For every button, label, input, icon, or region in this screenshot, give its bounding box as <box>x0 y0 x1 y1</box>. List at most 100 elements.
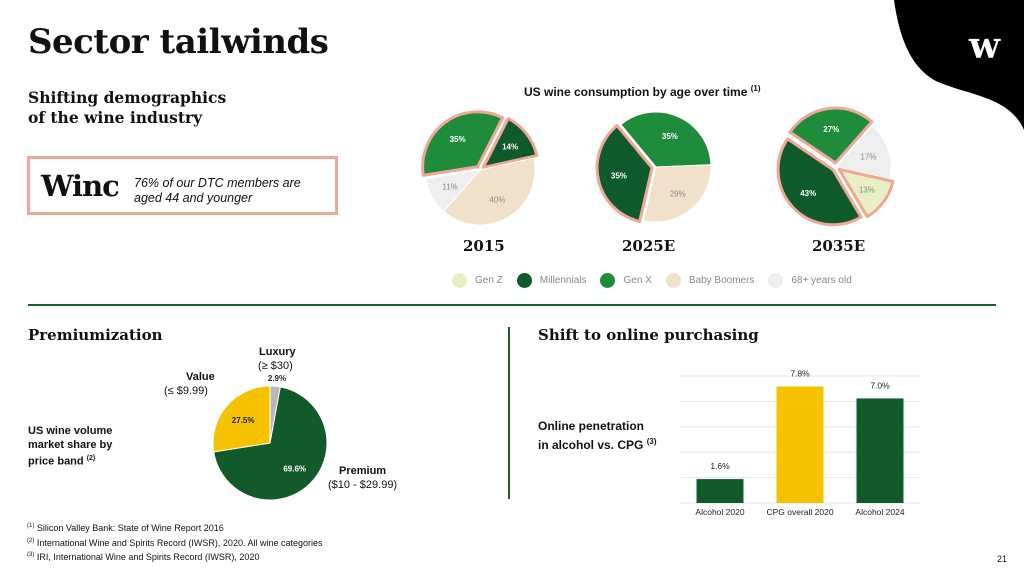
pie-1-slice-millennials <box>595 124 654 223</box>
legend-baby-boomers: Baby Boomers <box>665 273 755 288</box>
legend-dot-baby-boomers <box>665 273 681 288</box>
legend-dot-millennials <box>516 273 532 288</box>
online-desc-line2: in alcohol vs. CPG <box>538 438 644 452</box>
pie-0-slice-68-years-old <box>425 169 482 212</box>
bar-category-cpg-overall-2020: CPG overall 2020 <box>766 507 833 517</box>
premiumization-title: Premiumization <box>28 326 163 344</box>
price-slice-value <box>212 385 271 453</box>
consumption-title-text: US wine consumption by age over time <box>524 85 748 99</box>
bar-cpg-overall-2020 <box>776 386 824 503</box>
premium-label: Premium <box>339 465 387 477</box>
consumption-chart-title: US wine consumption by age over time (1) <box>524 84 761 99</box>
corner-shape <box>894 0 1024 130</box>
pie-2-label-gen-x: 27% <box>823 125 839 134</box>
bar-category-alcohol-2024: Alcohol 2024 <box>855 507 904 517</box>
page-number: 21 <box>996 554 1007 564</box>
price-label-luxury: 2.9% <box>268 374 286 383</box>
price-label-premium: 69.6% <box>283 464 306 473</box>
footnote-1-ref: (1) <box>27 523 35 529</box>
bar-category-alcohol-2020: Alcohol 2020 <box>695 507 744 517</box>
pie-2-label-gen-z: 13% <box>859 185 875 194</box>
brand-w-icon: w <box>968 25 1001 67</box>
pie-2-slice-gen-z <box>837 167 895 219</box>
pie-1-slice-baby-boomers <box>642 164 712 223</box>
bar-alcohol-2024 <box>856 398 904 503</box>
legend-dot-68-plus <box>768 273 784 288</box>
section-divider-horizontal <box>28 304 996 306</box>
online-desc: Online penetration in alcohol vs. CPG (3… <box>538 419 656 453</box>
section-subtitle: Shifting demographics of the wine indust… <box>28 88 226 128</box>
premiumization-desc: US wine volume market share by price ban… <box>28 424 112 469</box>
consumption-title-ref: (1) <box>750 84 761 93</box>
online-desc-ref: (3) <box>646 437 657 446</box>
pie-2-label-68-years-old: 17% <box>860 152 876 161</box>
footnote-1: (1) Silicon Valley Bank: State of Wine R… <box>27 520 323 535</box>
legend-millennials: Millennials <box>516 273 587 288</box>
pie-0-slice-gen-x <box>421 110 505 177</box>
footnote-3: (3) IRI, International Wine and Spirits … <box>27 549 323 564</box>
winc-text-line1: 76% of our DTC members are <box>134 176 301 190</box>
legend-label-baby-boomers: Baby Boomers <box>688 275 755 286</box>
subtitle-line2: of the wine industry <box>28 108 203 127</box>
pie-2-label-millennials: 43% <box>800 189 816 198</box>
age-legend: Gen Z Millennials Gen X Baby Boomers 68+… <box>452 273 866 288</box>
footnote-2-text: International Wine and Spirits Record (I… <box>36 537 323 548</box>
section-divider-vertical <box>508 327 510 499</box>
value-range: (≤ $9.99) <box>164 385 208 397</box>
pie-0-label-68-years-old: 11% <box>442 182 457 191</box>
legend-label-68-plus: 68+ years old <box>791 275 852 286</box>
premiumization-desc-line1: US wine volume <box>28 425 113 437</box>
legend-label-millennials: Millennials <box>539 275 587 286</box>
winc-callout-text: 76% of our DTC members are aged 44 and y… <box>134 176 301 206</box>
pie-0-label-millennials: 14% <box>502 143 518 152</box>
price-label-value: 27.5% <box>232 416 255 425</box>
premiumization-desc-line3-wrap: price band (2) <box>28 452 112 469</box>
footnote-2-ref: (2) <box>27 537 35 544</box>
premiumization-desc-line3: price band <box>28 455 84 468</box>
pie-year-2035: 2035E <box>812 237 866 255</box>
pie-2-slice-millennials <box>776 137 863 227</box>
bar-alcohol-2020 <box>696 479 744 503</box>
pie-1-label-baby-boomers: 29% <box>670 189 686 198</box>
footnote-3-text: IRI, International Wine and Spirits Reco… <box>36 552 260 562</box>
bar-value-alcohol-2020: 1.6% <box>710 461 730 471</box>
online-desc-line1: Online penetration <box>538 419 645 433</box>
legend-label-gen-z: Gen Z <box>475 275 503 286</box>
legend-gen-x: Gen X <box>600 273 652 288</box>
pie-1-label-gen-x: 35% <box>662 132 678 141</box>
pie-1-label-millennials: 35% <box>611 172 627 181</box>
legend-label-gen-x: Gen X <box>623 275 652 286</box>
winc-logo: Winc <box>41 169 120 203</box>
pie-0-label-gen-x: 35% <box>450 135 466 144</box>
legend-gen-z: Gen Z <box>452 273 503 288</box>
subtitle-line1: Shifting demographics <box>28 88 227 107</box>
winc-text-line2: aged 44 and younger <box>134 191 253 205</box>
luxury-label: Luxury <box>259 346 296 358</box>
bar-value-cpg-overall-2020: 7.8% <box>790 368 810 378</box>
pie-year-2025: 2025E <box>622 237 676 255</box>
pie-0-slice-millennials <box>481 117 539 170</box>
legend-dot-gen-x <box>600 273 616 288</box>
brand-corner: w <box>894 0 1024 130</box>
legend-68-plus: 68+ years old <box>768 273 852 288</box>
footnote-3-ref: (3) <box>27 552 35 558</box>
pie-1-slice-gen-x <box>620 111 712 168</box>
premiumization-desc-line2: market share by <box>28 439 113 451</box>
legend-dot-gen-z <box>452 273 467 288</box>
footnote-2: (2) International Wine and Spirits Recor… <box>27 535 323 550</box>
premiumization-desc-ref: (2) <box>86 455 96 462</box>
pie-0-label-baby-boomers: 40% <box>489 195 505 204</box>
page-title: Sector tailwinds <box>28 22 329 62</box>
bar-value-alcohol-2024: 7.0% <box>870 380 890 390</box>
footnotes: (1) Silicon Valley Bank: State of Wine R… <box>27 520 323 564</box>
price-slice-premium <box>213 386 328 501</box>
pie-0-slice-baby-boomers <box>442 157 536 226</box>
winc-callout: Winc 76% of our DTC members are aged 44 … <box>27 156 338 215</box>
value-label: Value <box>186 371 215 383</box>
pie-2-slice-gen-x <box>788 106 874 165</box>
luxury-range: (≥ $30) <box>258 360 293 372</box>
pie-2-slice-68-years-old <box>835 125 892 180</box>
